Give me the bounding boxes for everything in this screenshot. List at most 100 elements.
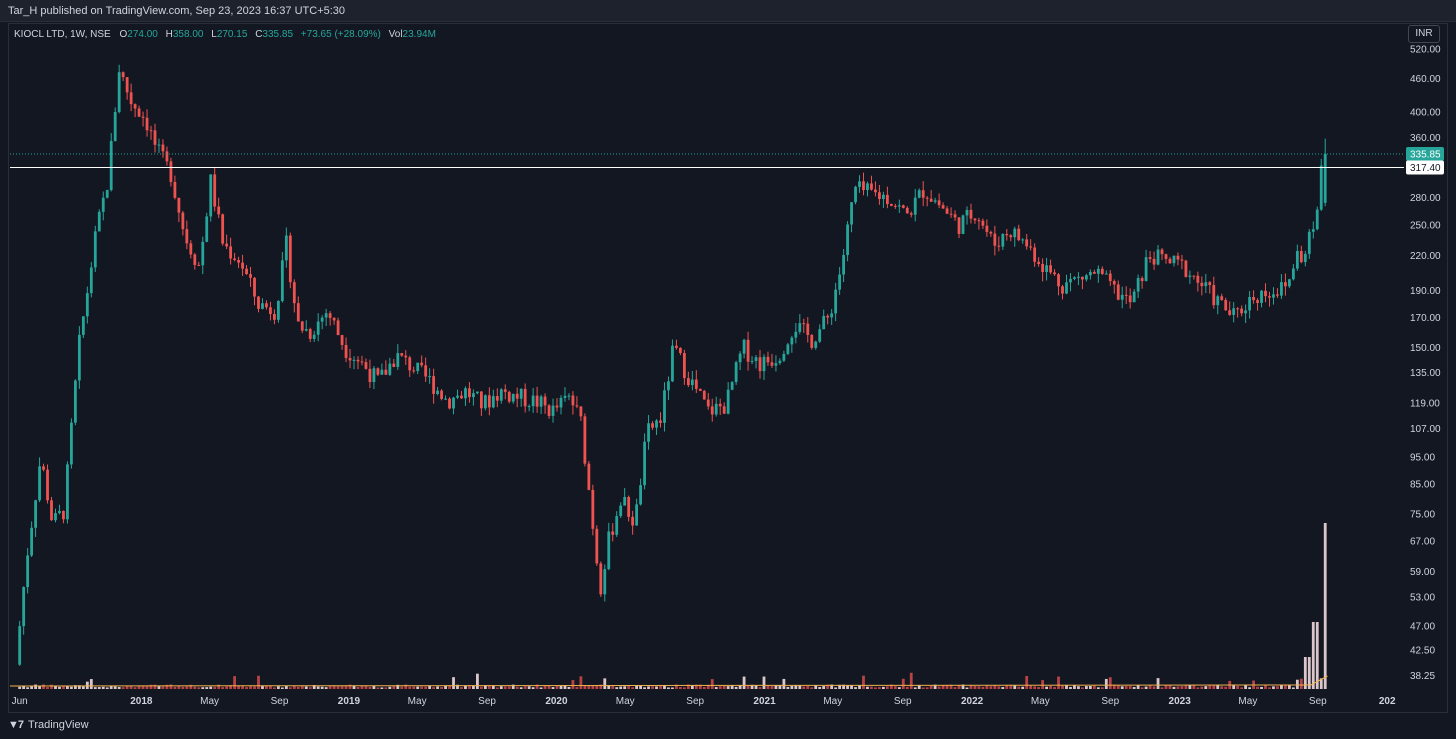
candle-body [436, 390, 440, 394]
candle [42, 463, 45, 472]
candle [1264, 283, 1267, 303]
candle [185, 220, 189, 250]
volume-bar [714, 687, 718, 689]
candle [1244, 304, 1248, 324]
candle [1077, 272, 1080, 286]
candle-body [615, 516, 619, 535]
candle [1256, 298, 1259, 311]
candle-body [444, 398, 447, 400]
candle [893, 203, 897, 209]
price-tick-label: 520.00 [1410, 45, 1441, 56]
candle [296, 296, 300, 322]
volume-bar [547, 685, 551, 689]
volume-bar [555, 685, 559, 689]
volume-bar [444, 685, 447, 689]
candle [1280, 274, 1283, 299]
volume-bar [468, 685, 471, 689]
candle [742, 338, 746, 359]
volume-bar [543, 685, 547, 689]
volume-bar [1192, 684, 1196, 689]
low-label: L [211, 29, 217, 40]
candle [197, 261, 201, 266]
volume-bar [416, 686, 420, 689]
volume-bar [1112, 684, 1116, 689]
candle-body [611, 531, 615, 535]
candle-body [714, 403, 718, 415]
candle-body [786, 344, 790, 354]
candle-body [1144, 257, 1148, 282]
candle [221, 213, 225, 246]
volume-bar [1001, 687, 1005, 689]
candle [1084, 273, 1088, 282]
candle [77, 326, 81, 389]
candle [790, 335, 794, 353]
candle-body [26, 555, 30, 588]
volume-bar [559, 685, 563, 689]
candle [400, 352, 404, 357]
candle-body [1025, 239, 1029, 247]
candle [766, 351, 770, 366]
volume-bar [229, 685, 233, 689]
price-candles [18, 64, 1327, 666]
candle-body [850, 202, 853, 225]
candle-body [125, 77, 129, 93]
volume-bar [961, 684, 965, 689]
candle-body [758, 357, 762, 372]
candle-body [1045, 265, 1048, 272]
candle [1291, 264, 1295, 281]
volume-bar [109, 686, 113, 689]
candle [913, 189, 917, 222]
volume-bar [539, 687, 543, 689]
candle [897, 199, 901, 213]
volume-bar [838, 684, 842, 689]
tradingview-logo-icon: ▼7 [8, 719, 24, 731]
candle [591, 484, 595, 536]
candle [627, 495, 631, 522]
volume-bar [973, 685, 977, 689]
candle [663, 382, 666, 432]
volume-bar [722, 685, 726, 689]
candle-body [790, 337, 794, 345]
price-axis[interactable]: 38.25 42.50 47.00 53.00 59.00 67.00 75.00 85.00… [1410, 45, 1441, 682]
candle-body [1188, 275, 1192, 277]
candle-body [1009, 235, 1013, 238]
volume-bar [1315, 622, 1319, 689]
volume-bar [949, 684, 953, 689]
volume-bar [659, 685, 662, 689]
candle-body [336, 320, 340, 336]
candle-body [973, 218, 977, 221]
volume-bar [885, 686, 889, 689]
candle-body [1164, 254, 1168, 259]
volume-bar [515, 686, 519, 689]
volume-bar [448, 685, 451, 689]
candle-body [663, 390, 666, 423]
candle [1124, 286, 1128, 304]
volume-bar [233, 676, 237, 689]
volume-bars [9, 523, 1328, 689]
candle-body [273, 314, 276, 320]
candle-body [1196, 275, 1200, 283]
currency-button[interactable]: INR [1408, 25, 1440, 43]
volume-bar [854, 687, 857, 689]
candle-body [539, 396, 543, 407]
candle [885, 186, 889, 209]
candle-body [659, 420, 662, 423]
volume-bar [312, 685, 316, 689]
candle [273, 309, 276, 325]
volume-bar [1272, 686, 1275, 689]
volume-bar [205, 687, 209, 689]
volume-bar [1299, 678, 1303, 689]
volume-bar [237, 685, 240, 689]
candle [30, 521, 34, 558]
candle [209, 174, 213, 222]
volume-bar [878, 687, 881, 689]
volume-bar [957, 685, 961, 689]
volume-bar [85, 681, 89, 689]
time-axis[interactable]: Jun 2018 May Sep 2019 May Sep 2020 May Sep 2021 May… [12, 696, 1396, 707]
candle-body [1049, 265, 1052, 273]
volume-bar [1224, 686, 1228, 689]
tradingview-brand[interactable]: ▼7 TradingView [8, 717, 89, 733]
candle [702, 389, 706, 400]
candle [862, 172, 865, 196]
